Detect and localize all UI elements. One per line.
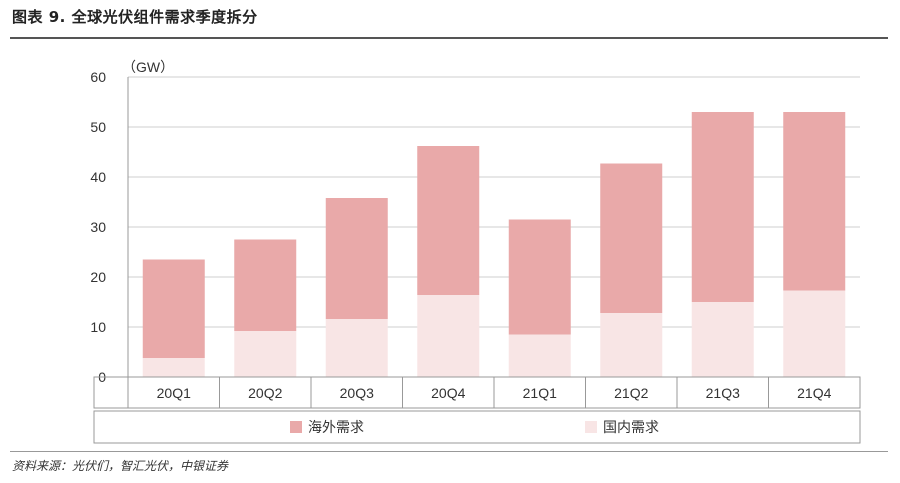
bar-domestic-20Q3: [325, 319, 388, 377]
source-note: 资料来源：光伏们，智汇光伏，中银证券: [12, 459, 229, 473]
title-divider: [10, 37, 888, 39]
x-tick-label: 20Q4: [431, 385, 465, 401]
bar-domestic-20Q4: [417, 295, 480, 377]
bar-overseas-20Q4: [417, 146, 480, 295]
y-tick-label: 40: [90, 169, 106, 185]
x-tick-label: 21Q4: [797, 385, 831, 401]
legend-swatch: [290, 421, 302, 433]
legend-label: 国内需求: [603, 419, 659, 435]
legend: 海外需求 国内需求: [93, 410, 861, 444]
y-tick-label: 50: [90, 119, 106, 135]
bar-overseas-21Q4: [783, 112, 846, 291]
bars: [142, 112, 846, 377]
bar-overseas-21Q2: [600, 163, 663, 313]
x-tick-label: 21Q3: [706, 385, 740, 401]
bar-domestic-21Q2: [600, 313, 663, 377]
bar-domestic-21Q4: [783, 290, 846, 377]
legend-swatch: [585, 421, 597, 433]
y-tick-label: 60: [90, 69, 106, 85]
legend-label: 海外需求: [308, 419, 364, 435]
x-tick-label: 20Q2: [248, 385, 282, 401]
category-row-frame: [93, 376, 861, 409]
x-tick-label: 21Q1: [523, 385, 557, 401]
bar-overseas-21Q3: [691, 112, 754, 302]
bar-domestic-20Q1: [142, 358, 205, 377]
bar-overseas-20Q2: [234, 239, 297, 331]
x-tick-label: 21Q2: [614, 385, 648, 401]
bar-domestic-20Q2: [234, 331, 297, 377]
y-tick-label: 30: [90, 219, 106, 235]
bar-domestic-21Q1: [508, 334, 571, 377]
y-tick-label: 20: [90, 269, 106, 285]
x-tick-label: 20Q1: [157, 385, 191, 401]
bar-overseas-21Q1: [508, 219, 571, 335]
bar-overseas-20Q1: [142, 259, 205, 358]
legend-frame: [93, 410, 861, 444]
x-tick-label: 20Q3: [340, 385, 374, 401]
chart-title: 图表 9. 全球光伏组件需求季度拆分: [12, 8, 258, 26]
y-tick-label: 10: [90, 319, 106, 335]
y-unit-label: （GW）: [122, 59, 174, 75]
footer-divider: [10, 451, 888, 452]
bar-domestic-21Q3: [691, 302, 754, 377]
bar-overseas-20Q3: [325, 198, 388, 319]
